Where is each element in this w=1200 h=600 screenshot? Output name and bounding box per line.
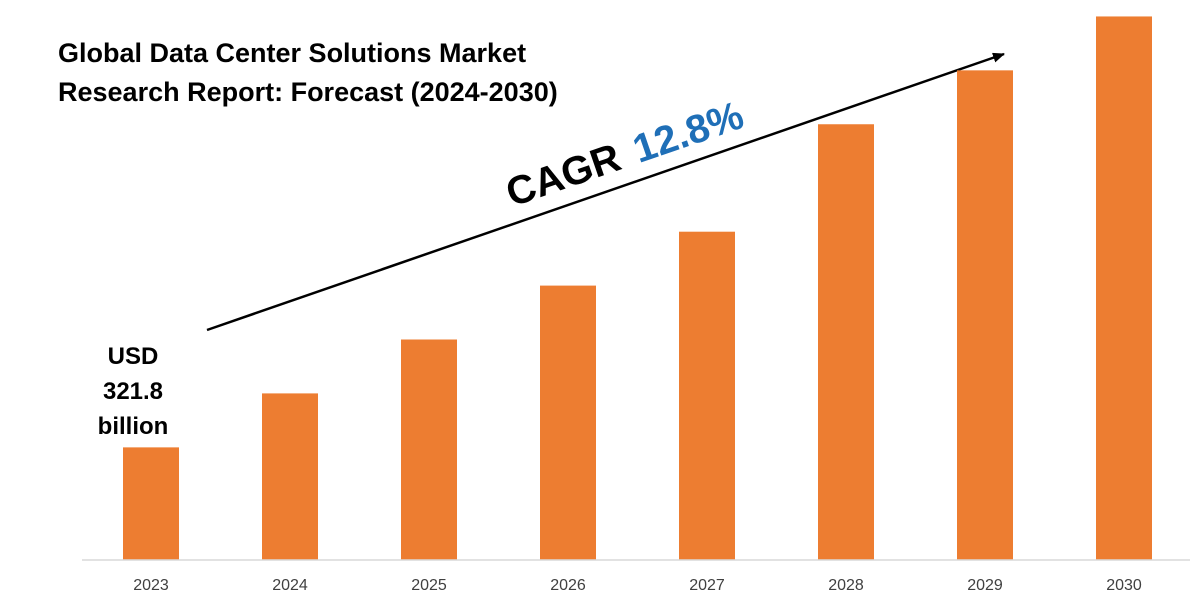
- start-value-line-2: 321.8: [103, 378, 163, 405]
- x-tick-label-2025: 2025: [411, 577, 447, 594]
- start-value-annotation: USD 321.8 billion: [98, 343, 169, 440]
- bars-group: [123, 16, 1152, 560]
- bar-2029: [957, 70, 1013, 560]
- cagr-label: CAGR: [501, 136, 627, 216]
- bar-2027: [679, 231, 735, 560]
- chart-title-line-1: Global Data Center Solutions Market: [58, 38, 526, 68]
- x-tick-label-2028: 2028: [828, 577, 864, 594]
- chart-title-line-2: Research Report: Forecast (2024-2030): [58, 77, 558, 107]
- x-tick-label-2024: 2024: [272, 577, 308, 594]
- bar-2028: [818, 124, 874, 560]
- x-tick-label-2029: 2029: [967, 577, 1003, 594]
- bar-2024: [262, 393, 318, 560]
- x-tick-label-2023: 2023: [133, 577, 169, 594]
- x-tick-label-2030: 2030: [1106, 577, 1142, 594]
- x-tick-label-2027: 2027: [689, 577, 725, 594]
- cagr-value: 12.8%: [628, 93, 750, 172]
- start-value-line-1: USD: [108, 343, 159, 370]
- bar-2023: [123, 447, 179, 560]
- growth-arrow: [206, 52, 1005, 332]
- bar-2026: [540, 285, 596, 560]
- x-tick-labels: 2023 2024 2025 2026 2027 2028 2029 2030: [133, 577, 1142, 594]
- bar-2030: [1096, 16, 1152, 560]
- x-tick-label-2026: 2026: [550, 577, 586, 594]
- start-value-line-3: billion: [98, 413, 169, 440]
- bar-2025: [401, 339, 457, 560]
